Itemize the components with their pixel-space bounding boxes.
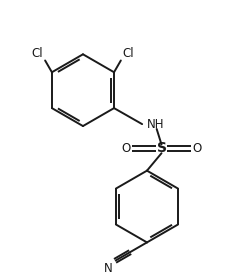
Text: N: N: [103, 262, 112, 275]
Text: O: O: [121, 142, 130, 155]
Text: NH: NH: [146, 118, 164, 131]
Text: S: S: [156, 141, 166, 155]
Text: O: O: [192, 142, 201, 155]
Text: Cl: Cl: [122, 47, 134, 60]
Text: Cl: Cl: [31, 47, 43, 60]
